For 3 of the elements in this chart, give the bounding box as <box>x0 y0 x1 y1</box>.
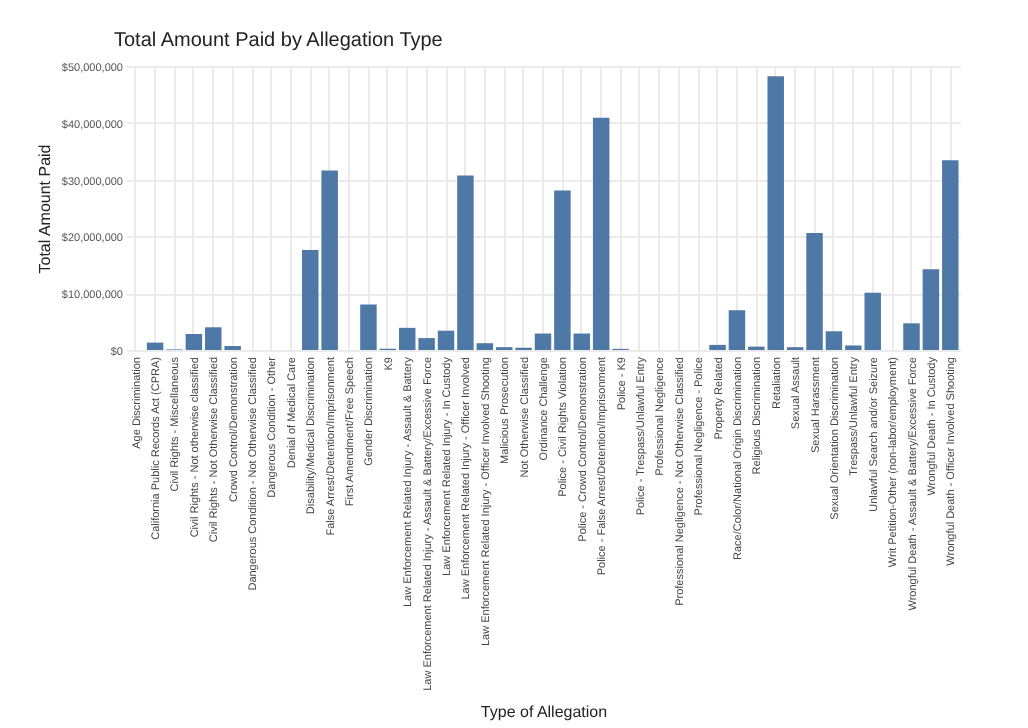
x-axis-title: Type of Allegation <box>480 703 608 721</box>
y-axis-title: Total Amount Paid <box>35 144 54 274</box>
chart-title: Total Amount Paid by Allegation Type <box>114 30 444 52</box>
